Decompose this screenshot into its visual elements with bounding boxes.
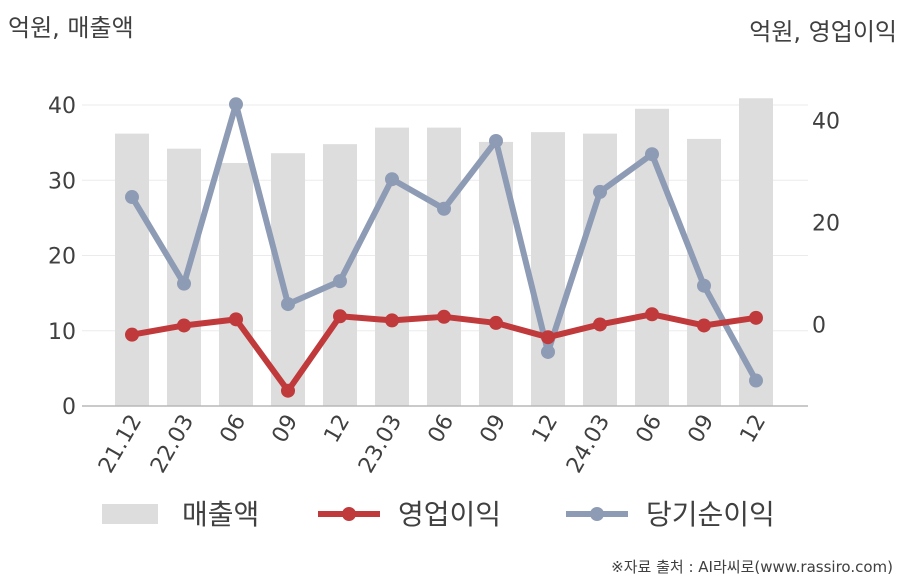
legend-swatch-매출액 [102,504,158,524]
point-영업이익 [437,309,451,324]
point-영업이익 [177,318,191,333]
category-label: 23.03 [354,411,407,478]
category-label: 12 [528,411,564,448]
point-영업이익 [333,309,347,324]
bar-매출액 [115,133,149,406]
category-label: 06 [216,411,252,448]
category-label: 09 [476,411,512,448]
point-당기순이익 [697,278,711,293]
point-당기순이익 [437,201,451,216]
bar-매출액 [219,162,253,406]
bar-매출액 [427,127,461,406]
point-영업이익 [281,383,295,398]
point-영업이익 [749,310,763,325]
point-당기순이익 [333,274,347,289]
point-영업이익 [593,317,607,332]
bars [115,98,773,407]
category-label: 06 [632,411,668,448]
point-영업이익 [489,315,503,330]
point-당기순이익 [125,190,139,205]
point-영업이익 [229,312,243,327]
category-label: 24.03 [562,411,615,478]
legend-marker-당기순이익 [590,507,604,521]
point-영업이익 [125,327,139,342]
left-tick-label: 10 [48,320,76,345]
point-영업이익 [697,318,711,333]
bar-매출액 [531,132,565,406]
right-axis-unit: 억원, 영업이익 [749,18,897,46]
point-당기순이익 [229,97,243,112]
category-label: 09 [268,411,304,448]
left-tick-label: 20 [48,245,76,270]
point-영업이익 [541,330,555,345]
legend-label-매출액: 매출액 [182,498,259,531]
left-axis-unit: 억원, 매출액 [8,14,134,42]
category-label: 21.12 [94,411,147,478]
bar-매출액 [375,127,409,406]
bar-매출액 [583,133,617,406]
left-tick-label: 0 [62,395,76,420]
left-tick-label: 30 [48,169,76,194]
category-label: 12 [736,411,772,448]
category-label: 09 [684,411,720,448]
point-당기순이익 [489,133,503,148]
bar-매출액 [271,153,305,406]
source-note: ※자료 출처 : AI라씨로(www.rassiro.com) [611,558,893,576]
point-당기순이익 [645,147,659,162]
point-당기순이익 [593,184,607,199]
legend-marker-영업이익 [342,507,356,521]
legend-label-당기순이익: 당기순이익 [646,498,775,531]
series-lines [125,97,763,398]
right-tick-label: 0 [812,313,826,338]
category-label: 12 [320,411,356,448]
category-label: 06 [424,411,460,448]
point-당기순이익 [281,297,295,312]
right-tick-label: 40 [812,110,840,135]
point-당기순이익 [749,373,763,388]
legend-label-영업이익: 영업이익 [398,498,501,531]
legend: 매출액 영업이익 당기순이익 [102,498,775,531]
point-영업이익 [385,313,399,328]
bar-매출액 [687,138,721,406]
point-영업이익 [645,307,659,322]
point-당기순이익 [385,172,399,187]
category-label: 22.03 [146,411,199,478]
point-당기순이익 [177,276,191,291]
right-tick-label: 20 [812,212,840,237]
left-tick-label: 40 [48,94,76,119]
point-당기순이익 [541,344,555,359]
